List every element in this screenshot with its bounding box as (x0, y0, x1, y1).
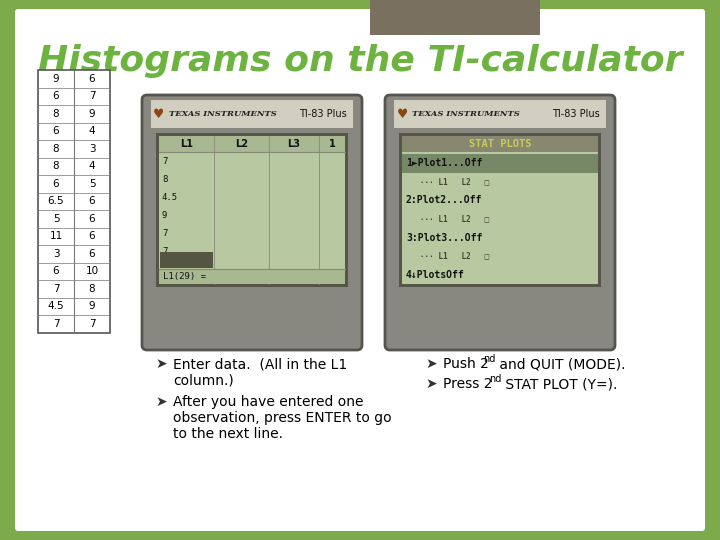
Text: 6: 6 (89, 249, 95, 259)
Text: Press 2: Press 2 (443, 377, 492, 391)
Text: and QUIT (MODE).: and QUIT (MODE). (495, 357, 626, 371)
Text: Push 2: Push 2 (443, 357, 489, 371)
Text: 6: 6 (89, 214, 95, 224)
Text: 9: 9 (89, 109, 95, 119)
Text: 4: 4 (89, 161, 95, 171)
Text: After you have entered one: After you have entered one (173, 395, 364, 409)
Text: 6: 6 (89, 196, 95, 206)
Text: 8: 8 (53, 109, 59, 119)
Text: TI-83 Plus: TI-83 Plus (300, 109, 347, 119)
Text: L1: L1 (180, 139, 193, 149)
FancyBboxPatch shape (385, 95, 615, 350)
Text: 1: 1 (328, 139, 336, 149)
Text: 3: 3 (53, 249, 59, 259)
Text: ➤: ➤ (425, 357, 436, 371)
Text: 6: 6 (53, 126, 59, 136)
Text: L1(29) =: L1(29) = (163, 272, 206, 281)
Text: 3: 3 (89, 144, 95, 154)
Text: TI-83 Plus: TI-83 Plus (552, 109, 600, 119)
FancyBboxPatch shape (15, 9, 705, 531)
Bar (151, 100, 353, 128)
Text: 5: 5 (53, 214, 59, 224)
Text: to the next line.: to the next line. (173, 427, 283, 441)
Text: 6: 6 (53, 266, 59, 276)
Text: 7: 7 (162, 157, 167, 165)
Bar (156, 133, 348, 287)
Text: 11: 11 (50, 231, 63, 241)
Text: 8: 8 (53, 161, 59, 171)
Text: 9: 9 (162, 211, 167, 219)
Text: 10: 10 (86, 266, 99, 276)
Text: 6: 6 (89, 74, 95, 84)
Text: STAT PLOT (Y=).: STAT PLOT (Y=). (501, 377, 617, 391)
Bar (399, 133, 601, 287)
Text: 8: 8 (162, 174, 167, 184)
Text: L2: L2 (235, 139, 248, 149)
Text: nd: nd (489, 374, 501, 384)
Text: column.): column.) (173, 373, 234, 387)
Text: 9: 9 (53, 74, 59, 84)
Text: 4: 4 (89, 126, 95, 136)
Text: 8: 8 (89, 284, 95, 294)
Text: Enter data.  (All in the L1: Enter data. (All in the L1 (173, 357, 347, 371)
Text: observation, press ENTER to go: observation, press ENTER to go (173, 411, 392, 425)
Bar (159, 269, 345, 284)
Bar (38, 70, 110, 333)
Text: 7: 7 (53, 284, 59, 294)
Text: 6: 6 (53, 91, 59, 102)
Text: ➤: ➤ (155, 395, 166, 409)
Text: 4↓PlotsOff: 4↓PlotsOff (406, 269, 464, 280)
Text: 5: 5 (89, 179, 95, 189)
Text: 9: 9 (89, 301, 95, 311)
Text: 7: 7 (89, 319, 95, 329)
FancyBboxPatch shape (142, 95, 362, 350)
Bar (402, 136, 598, 152)
Text: L3: L3 (287, 139, 300, 149)
Text: 6.5: 6.5 (48, 196, 64, 206)
Text: 2:Plot2...Off: 2:Plot2...Off (406, 195, 482, 205)
Text: 7: 7 (162, 228, 167, 238)
Text: 8: 8 (53, 144, 59, 154)
Bar (160, 252, 213, 268)
Text: TEXAS INSTRUMENTS: TEXAS INSTRUMENTS (412, 110, 520, 118)
Text: 7: 7 (53, 319, 59, 329)
Text: 1►Plot1...Off: 1►Plot1...Off (406, 158, 482, 168)
Text: 6: 6 (89, 231, 95, 241)
Bar (402, 136, 598, 284)
Text: 4.5: 4.5 (162, 192, 178, 201)
Text: ➤: ➤ (425, 377, 436, 391)
Text: Histograms on the TI-calculator: Histograms on the TI-calculator (38, 44, 683, 78)
Bar (159, 136, 345, 152)
Text: ➤: ➤ (155, 357, 166, 371)
Text: 4.5: 4.5 (48, 301, 64, 311)
Bar (394, 100, 606, 128)
Text: STAT PLOTS: STAT PLOTS (469, 139, 531, 149)
Text: ⋅⋅⋅ L1   L2   □: ⋅⋅⋅ L1 L2 □ (406, 214, 490, 224)
Text: ♥: ♥ (397, 107, 408, 120)
Text: nd: nd (483, 354, 495, 364)
Text: ♥: ♥ (153, 107, 165, 120)
Bar (370, 0, 540, 35)
Text: 3:Plot3...Off: 3:Plot3...Off (406, 233, 482, 242)
Text: 7: 7 (89, 91, 95, 102)
Bar (402, 154, 598, 173)
Text: 6: 6 (53, 179, 59, 189)
Text: ⋅⋅⋅ L1   L2   □: ⋅⋅⋅ L1 L2 □ (406, 177, 490, 186)
Text: ⋅⋅⋅ L1   L2   □: ⋅⋅⋅ L1 L2 □ (406, 252, 490, 261)
Bar (159, 136, 345, 284)
Text: TEXAS INSTRUMENTS: TEXAS INSTRUMENTS (169, 110, 276, 118)
Text: 7: 7 (162, 246, 167, 255)
